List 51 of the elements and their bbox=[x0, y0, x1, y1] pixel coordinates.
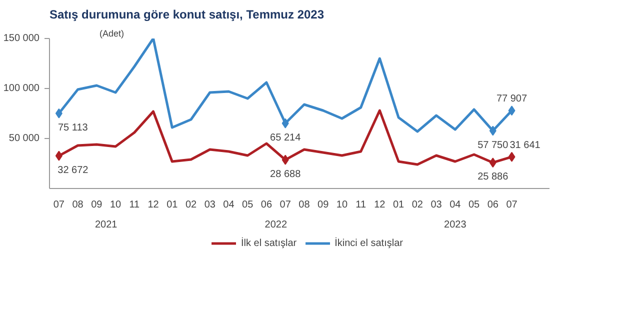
x-tick-label: 09 bbox=[318, 200, 330, 210]
x-tick-label: 12 bbox=[148, 200, 160, 210]
data-label: 28 688 bbox=[270, 168, 302, 180]
x-tick-label: 05 bbox=[468, 200, 480, 210]
data-label: 57 750 bbox=[478, 140, 509, 151]
x-tick-label: 02 bbox=[185, 200, 198, 210]
data-label: 65 214 bbox=[270, 132, 302, 144]
x-tick-label: 11 bbox=[356, 200, 366, 210]
point bbox=[282, 118, 289, 128]
point bbox=[489, 126, 496, 136]
x-tick-label: 04 bbox=[450, 200, 462, 210]
y-tick-label: 50 000 bbox=[8, 133, 40, 144]
x-tick-label: 07 bbox=[280, 200, 292, 210]
x-tick-label: 01 bbox=[392, 200, 405, 210]
x-tick-label: 05 bbox=[242, 200, 254, 210]
x-tick-label: 06 bbox=[260, 200, 272, 210]
legend-label: İkinci el satışlar bbox=[334, 238, 403, 248]
x-tick-label: 11 bbox=[129, 200, 140, 210]
chart-title: Satış durumuna göre konut satışı, Temmuz 2023 bbox=[50, 8, 324, 22]
x-tick-label: 03 bbox=[430, 200, 442, 210]
x-tick-label: 01 bbox=[166, 200, 178, 210]
x-tick-label: 10 bbox=[110, 200, 122, 210]
data-label: 31 641 bbox=[510, 140, 541, 151]
y-tick-label: 100 000 bbox=[3, 83, 40, 94]
y-axis-title: (Adet) bbox=[100, 28, 124, 38]
text: 2021 bbox=[94, 220, 118, 230]
x-tick-label: 08 bbox=[72, 200, 84, 210]
point bbox=[55, 150, 62, 161]
legend-label: İlk el satışlar bbox=[241, 238, 297, 248]
x-tick-label: 08 bbox=[298, 200, 310, 210]
point bbox=[508, 152, 516, 162]
text: 2022 bbox=[264, 220, 288, 230]
text: 2023 bbox=[444, 220, 467, 230]
point bbox=[282, 154, 289, 165]
x-tick-label: 09 bbox=[91, 200, 103, 210]
x-tick-label: 12 bbox=[374, 200, 386, 210]
data-label: 75 113 bbox=[58, 122, 88, 134]
point bbox=[489, 158, 496, 168]
x-tick-label: 03 bbox=[204, 200, 216, 210]
x-tick-label: 10 bbox=[336, 200, 348, 210]
point bbox=[55, 108, 62, 118]
x-tick-label: 02 bbox=[412, 200, 424, 210]
data-label: 32 672 bbox=[58, 164, 89, 176]
x-tick-label: 07 bbox=[506, 200, 518, 210]
x-tick-label: 07 bbox=[53, 200, 65, 210]
point bbox=[508, 106, 516, 116]
x-tick-label: 06 bbox=[487, 200, 499, 210]
data-label: 77 907 bbox=[496, 94, 528, 105]
x-tick-label: 04 bbox=[223, 200, 235, 210]
data-label: 25 886 bbox=[478, 172, 509, 183]
y-tick-label: 150 000 bbox=[3, 33, 40, 44]
